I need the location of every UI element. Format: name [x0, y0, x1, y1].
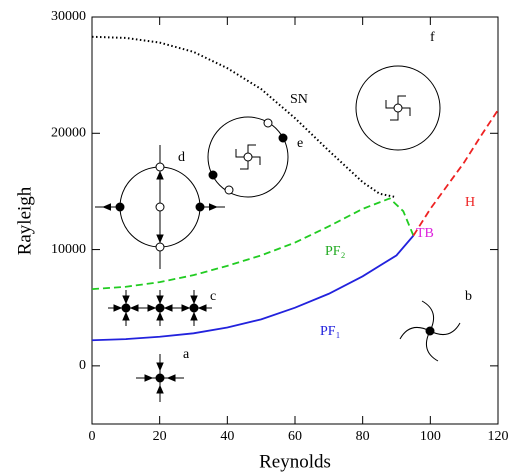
icon-arrow	[144, 374, 154, 382]
icon-arm	[399, 326, 431, 340]
x-tick-label: 100	[420, 429, 441, 444]
curve	[91, 197, 415, 291]
icon-node	[425, 326, 435, 336]
icon-arrow	[147, 304, 157, 312]
curve	[412, 109, 499, 237]
icon-node	[224, 185, 234, 195]
icon-arrow	[113, 304, 123, 312]
icon-arm	[421, 300, 435, 332]
x-tick-label: 20	[153, 429, 167, 444]
annotation: PF₂	[325, 244, 346, 259]
annotation: PF₁	[320, 324, 340, 339]
x-tick-label: 80	[356, 429, 370, 444]
flow-icons	[95, 65, 461, 402]
y-tick-label: 10000	[51, 242, 86, 257]
annotation: TB	[416, 226, 434, 241]
icon-arrow	[122, 311, 130, 321]
icon-node	[393, 103, 403, 113]
annotation: c	[210, 289, 216, 304]
icon-arrow	[156, 234, 164, 244]
y-tick-label: 0	[79, 358, 86, 373]
annotation: b	[465, 289, 472, 304]
icon-node	[155, 162, 165, 172]
y-tick-label: 30000	[51, 9, 86, 24]
icon-node	[155, 373, 165, 383]
icon-node	[155, 202, 165, 212]
plot-frame	[91, 16, 499, 425]
icon-arrow	[181, 304, 191, 312]
icon-ring	[207, 116, 289, 198]
icon-ring	[355, 65, 441, 151]
icon-arrow	[156, 170, 164, 180]
icon-arrow	[209, 203, 218, 211]
annotation: SN	[290, 92, 308, 107]
icon-node	[189, 303, 199, 313]
icon-arrow	[156, 311, 164, 321]
annotation: a	[183, 347, 190, 362]
icon-arm	[425, 330, 439, 362]
icon-node	[208, 170, 218, 180]
icon-arrow	[156, 384, 164, 394]
curve	[91, 235, 415, 342]
icon-arrow	[163, 304, 173, 312]
x-tick-label: 0	[89, 429, 96, 444]
icon-node	[155, 242, 165, 252]
x-axis-label: Reynolds	[259, 451, 331, 472]
icon-arrow	[102, 203, 111, 211]
icon-arrow	[122, 295, 130, 305]
icon-arrow	[190, 295, 198, 305]
icon-node	[115, 202, 125, 212]
icon-arrow	[197, 304, 207, 312]
icon-arrow	[129, 304, 139, 312]
curve	[91, 35, 397, 199]
icon-node	[243, 152, 253, 162]
icon-arrow	[156, 295, 164, 305]
icon-node	[121, 303, 131, 313]
icon-arrow	[166, 374, 176, 382]
icon-arm	[429, 322, 461, 336]
annotation: H	[465, 195, 475, 210]
annotation: d	[178, 150, 185, 165]
y-tick-label: 20000	[51, 126, 86, 141]
annotation: e	[297, 136, 303, 151]
icon-node	[278, 133, 288, 143]
y-axis-label: Rayleigh	[14, 186, 35, 255]
x-tick-label: 120	[488, 429, 509, 444]
icon-node	[195, 202, 205, 212]
icon-node	[263, 118, 273, 128]
icon-arrow	[190, 311, 198, 321]
icon-arrow	[156, 362, 164, 372]
annotation: f	[430, 30, 435, 45]
x-tick-label: 60	[288, 429, 302, 444]
x-tick-label: 40	[220, 429, 234, 444]
icon-node	[155, 303, 165, 313]
